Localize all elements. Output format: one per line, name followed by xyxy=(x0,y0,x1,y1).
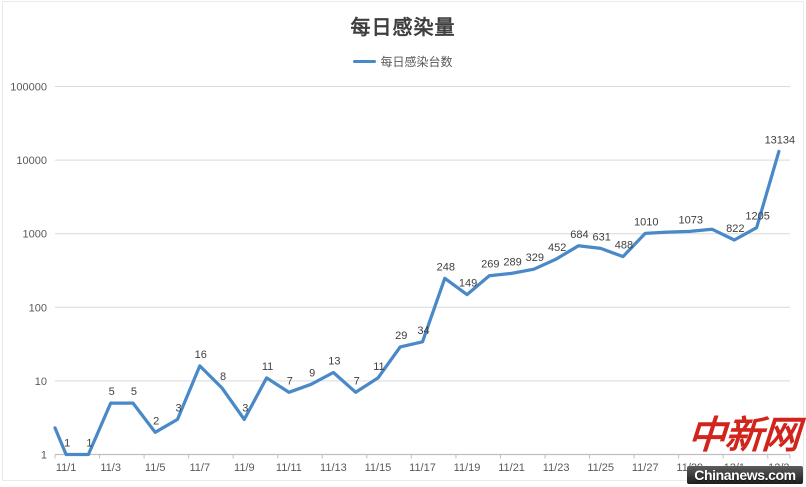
data-label: 8 xyxy=(220,371,226,383)
data-label: 7 xyxy=(287,375,293,387)
data-label: 29 xyxy=(395,330,407,342)
series-line xyxy=(53,149,781,457)
data-label: 1 xyxy=(86,438,92,450)
data-label: 9 xyxy=(309,367,315,379)
data-label: 7 xyxy=(354,375,360,387)
data-label: 631 xyxy=(593,231,611,243)
x-axis-tick-label: 11/9 xyxy=(234,462,255,474)
y-axis-tick-label: 10000 xyxy=(16,155,47,167)
legend: 每日感染台数 xyxy=(0,53,806,70)
data-label: 11 xyxy=(262,361,273,373)
legend-line-marker xyxy=(353,60,377,63)
x-axis-tick-label: 11/15 xyxy=(365,462,392,474)
data-label: 684 xyxy=(570,229,588,241)
data-label: 34 xyxy=(417,325,429,337)
x-axis-tick-label: 11/27 xyxy=(632,462,659,474)
y-axis-tick-label: 1000 xyxy=(23,229,47,241)
chinanews-logo-watermark: 中新网 xyxy=(686,412,801,457)
x-axis-tick-label: 11/11 xyxy=(276,462,302,474)
x-axis-tick-label: 11/3 xyxy=(100,462,121,474)
x-axis-tick-label: 11/19 xyxy=(454,462,481,474)
x-axis-tick-label: 11/5 xyxy=(145,462,166,474)
data-label: 16 xyxy=(195,349,207,361)
data-label: 2 xyxy=(153,415,159,427)
x-axis-tick-label: 11/17 xyxy=(409,462,436,474)
x-axis-tick-label: 11/23 xyxy=(543,462,570,474)
y-axis-tick-label: 1 xyxy=(41,450,47,462)
x-axis-tick-label: 11/13 xyxy=(320,462,347,474)
data-label: 1 xyxy=(64,438,70,450)
x-axis-tick-label: 11/21 xyxy=(498,462,525,474)
x-axis-tick-label: 11/1 xyxy=(56,462,77,474)
data-label: 5 xyxy=(109,386,115,398)
data-label: 1010 xyxy=(634,216,658,228)
y-axis-tick-label: 10 xyxy=(35,376,47,388)
data-label: 1205 xyxy=(745,211,769,223)
chinanews-url-watermark: Chinanews.com xyxy=(687,466,803,484)
x-axis-tick-label: 11/7 xyxy=(189,462,210,474)
data-label: 488 xyxy=(615,240,633,252)
data-label: 452 xyxy=(548,242,566,254)
data-label: 1073 xyxy=(679,214,703,226)
data-label: 329 xyxy=(526,252,544,264)
data-label: 11 xyxy=(373,361,384,373)
data-label: 13134 xyxy=(765,134,796,146)
data-label: 822 xyxy=(726,223,744,235)
y-axis-tick-label: 100 xyxy=(29,302,47,314)
data-label: 149 xyxy=(459,278,477,290)
y-axis-tick-label: 100000 xyxy=(10,82,47,94)
data-label: 248 xyxy=(437,261,455,273)
data-label: 5 xyxy=(131,386,137,398)
data-label: 269 xyxy=(481,259,499,271)
data-label: 3 xyxy=(242,402,248,414)
x-axis-tick-label: 11/25 xyxy=(587,462,614,474)
data-label: 3 xyxy=(175,402,181,414)
data-label: 289 xyxy=(503,256,521,268)
chart-title: 每日感染量 xyxy=(350,17,456,39)
data-label: 13 xyxy=(328,356,340,368)
legend-series-label: 每日感染台数 xyxy=(380,55,453,69)
